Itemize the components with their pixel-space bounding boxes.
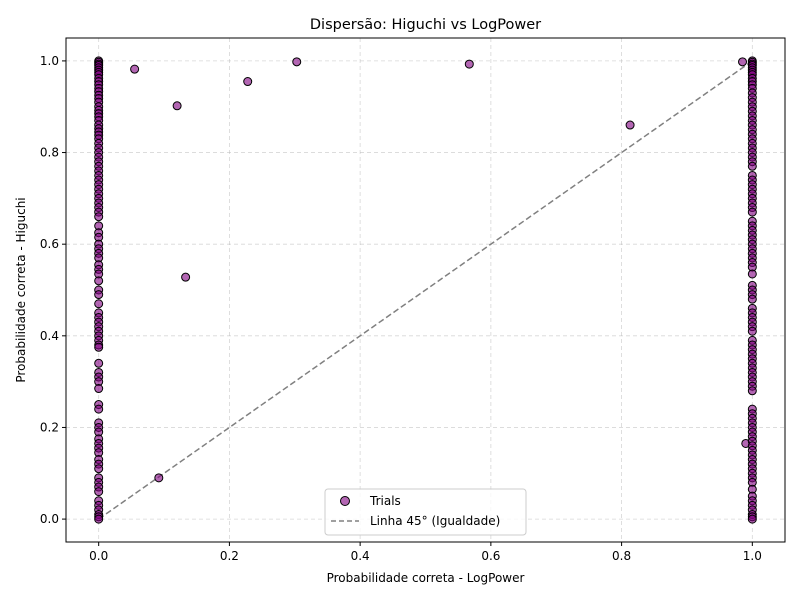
legend-box — [324, 488, 527, 536]
grid — [66, 38, 785, 542]
data-point — [738, 57, 748, 67]
data-point — [243, 77, 253, 87]
y-tick-label: 0.8 — [40, 146, 59, 160]
y-axis: 0.0 0.2 0.4 0.6 0.8 1.0 — [40, 54, 66, 526]
data-point — [747, 207, 757, 217]
legend-label-reference: Linha 45° (Igualdade) — [370, 514, 500, 528]
data-point — [625, 120, 635, 130]
data-point — [154, 473, 164, 483]
data-point — [747, 294, 757, 304]
y-tick-label: 1.0 — [40, 54, 59, 68]
data-point — [130, 64, 140, 74]
data-point — [94, 212, 104, 222]
y-axis-label: Probabilidade correta - Higuchi — [14, 197, 28, 382]
plot-frame — [65, 37, 786, 543]
y-tick-label: 0.6 — [40, 237, 59, 251]
x-tick-label: 1.0 — [743, 549, 762, 563]
x-tick-label: 0.8 — [612, 549, 631, 563]
points-layer — [94, 56, 757, 524]
data-point — [181, 272, 191, 282]
data-point — [94, 358, 104, 368]
data-point — [94, 342, 104, 352]
reference-line-layer — [98, 60, 753, 520]
x-axis-label: Probabilidade correta - LogPower — [327, 571, 525, 585]
data-point — [94, 514, 104, 524]
data-point — [94, 384, 104, 394]
data-point — [94, 487, 104, 497]
x-tick-label: 0.6 — [481, 549, 500, 563]
chart-title: Dispersão: Higuchi vs LogPower — [310, 17, 541, 33]
y-tick-label: 0.2 — [40, 420, 59, 434]
data-point — [94, 404, 104, 414]
y-tick-label: 0.4 — [40, 329, 59, 343]
x-tick-label: 0.4 — [351, 549, 370, 563]
data-point — [747, 514, 757, 524]
data-point — [292, 57, 302, 67]
data-point — [747, 269, 757, 279]
legend: Trials Linha 45° (Igualdade) — [324, 488, 527, 536]
data-point — [464, 59, 474, 69]
x-tick-label: 0.2 — [220, 549, 239, 563]
reference-line-45 — [98, 60, 753, 520]
x-tick-label: 0.0 — [89, 549, 108, 563]
legend-marker-trials — [340, 496, 350, 506]
data-point — [94, 290, 104, 300]
x-axis: 0.0 0.2 0.4 0.6 0.8 1.0 — [89, 542, 762, 563]
data-point — [94, 299, 104, 309]
y-tick-label: 0.0 — [40, 512, 59, 526]
data-point — [94, 276, 104, 286]
data-point — [94, 464, 104, 474]
data-point — [747, 386, 757, 396]
data-point — [747, 161, 757, 171]
data-point — [172, 101, 182, 111]
legend-label-trials: Trials — [369, 494, 401, 508]
data-point — [747, 326, 757, 336]
